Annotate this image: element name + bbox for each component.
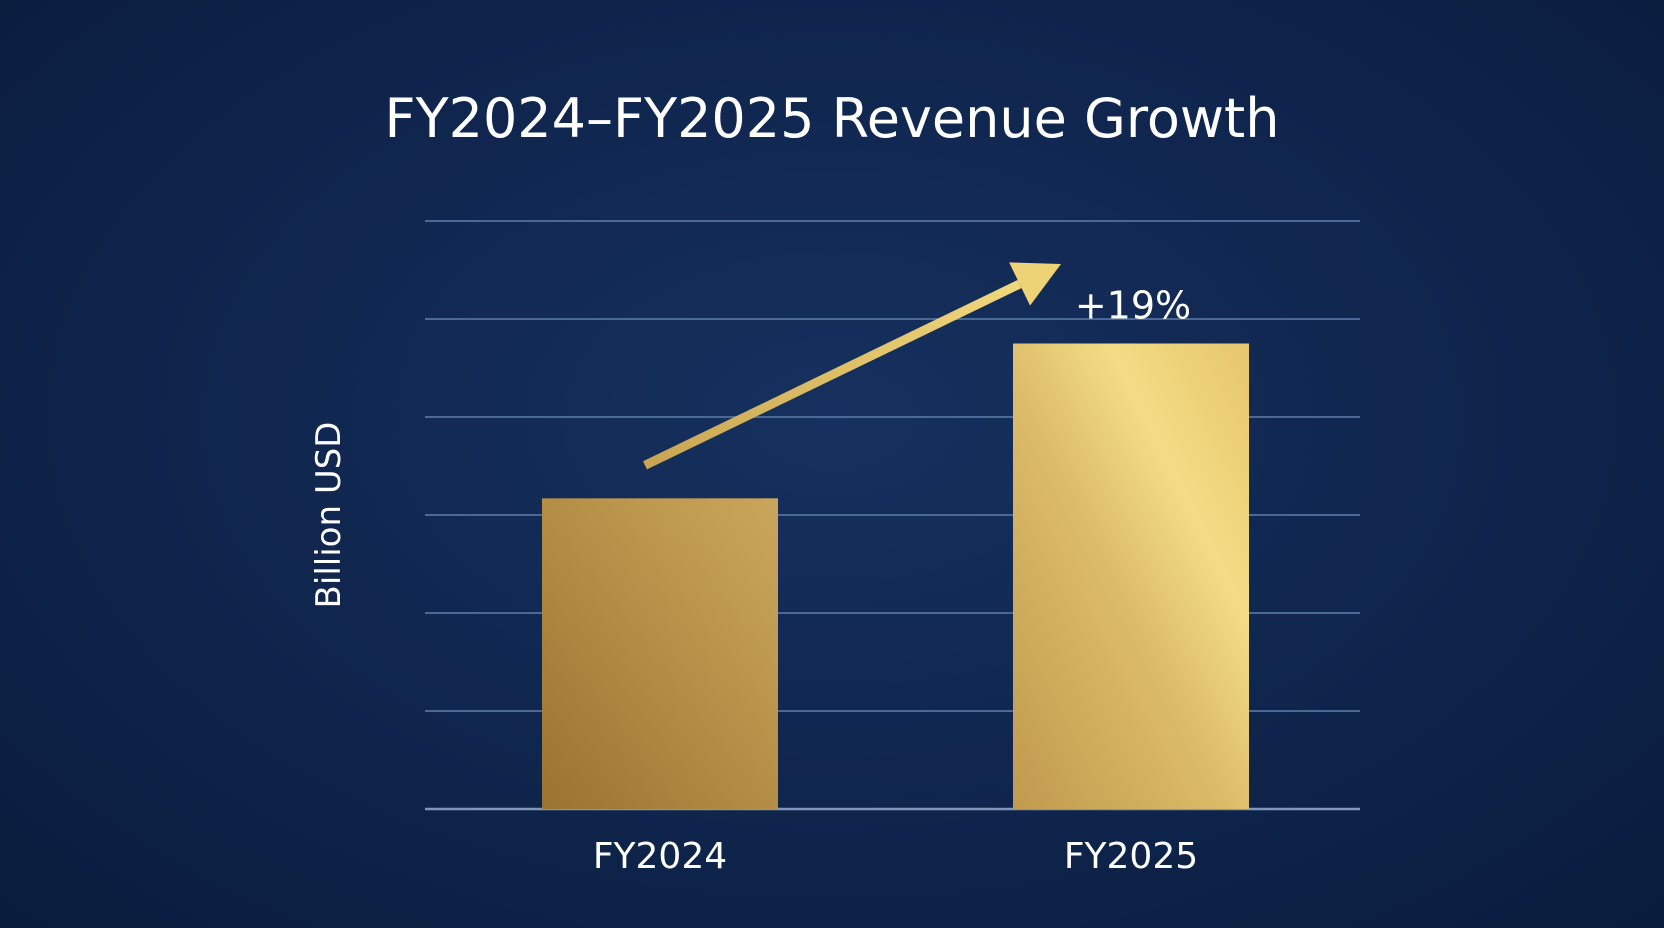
chart-title: FY2024–FY2025 Revenue Growth (385, 87, 1280, 150)
bars (542, 343, 1249, 809)
growth-arrow-head (1009, 262, 1061, 306)
y-axis-label: Billion USD (309, 422, 349, 609)
growth-arrow-shaft (643, 279, 1022, 470)
growth-annotation: +19% (1075, 284, 1191, 328)
x-tick-label-fy2025: FY2025 (1064, 836, 1198, 877)
growth-arrow (643, 262, 1061, 470)
x-axis-tick-labels: FY2024 FY2025 (593, 836, 1198, 877)
bar-fy2024 (542, 498, 778, 809)
x-tick-label-fy2024: FY2024 (593, 836, 727, 877)
bar-fy2025 (1013, 343, 1249, 809)
